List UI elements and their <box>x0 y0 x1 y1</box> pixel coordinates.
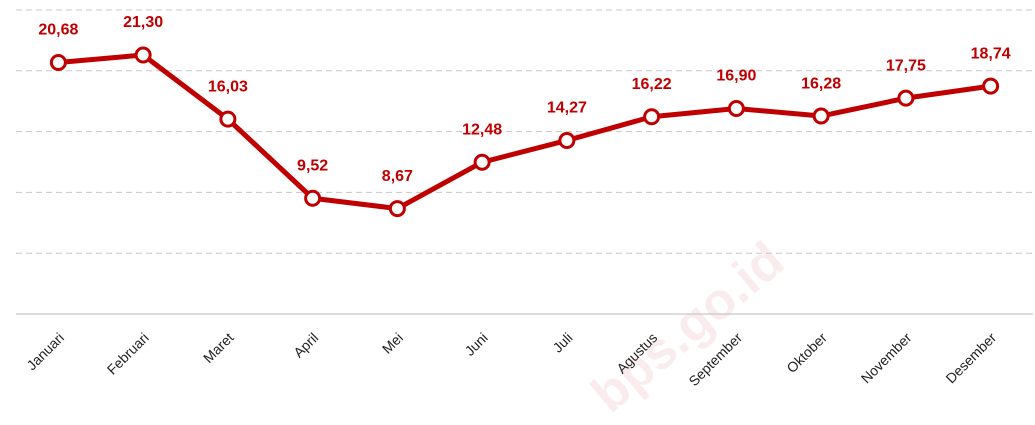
point <box>812 107 830 125</box>
x-tick-label: Juni <box>461 329 490 358</box>
x-tick-label: April <box>290 329 321 360</box>
line <box>58 52 991 212</box>
x-tick-label: Februari <box>104 329 152 377</box>
data-label: 9,52 <box>297 157 328 174</box>
point <box>558 131 576 149</box>
x-tick-label: Oktober <box>783 329 830 376</box>
data-label: 16,22 <box>632 76 672 93</box>
point <box>897 89 915 107</box>
x-tick-label: Maret <box>200 329 237 366</box>
data-label: 16,03 <box>208 78 248 95</box>
x-tick-label: Desember <box>942 329 999 386</box>
x-tick-label: Mei <box>379 329 406 356</box>
data-label: 20,68 <box>38 22 78 39</box>
watermark: bps.go.id <box>581 231 795 424</box>
point <box>388 200 406 218</box>
data-label: 16,90 <box>716 68 756 85</box>
point <box>49 54 67 72</box>
point <box>473 153 491 171</box>
data-label: 16,28 <box>801 75 841 92</box>
data-label: 21,30 <box>123 14 163 31</box>
point <box>304 189 322 207</box>
data-label: 14,27 <box>547 100 587 117</box>
point <box>643 108 661 126</box>
point <box>134 46 152 64</box>
data-label: 18,74 <box>971 45 1011 62</box>
data-label: 8,67 <box>382 168 413 185</box>
x-tick-label: Juli <box>549 329 575 355</box>
data-label: 17,75 <box>886 57 926 74</box>
point <box>727 99 745 117</box>
x-tick-label: Januari <box>23 329 67 373</box>
point <box>219 110 237 128</box>
x-tick-label: November <box>858 329 915 386</box>
data-label: 12,48 <box>462 121 502 138</box>
point <box>982 77 1000 95</box>
